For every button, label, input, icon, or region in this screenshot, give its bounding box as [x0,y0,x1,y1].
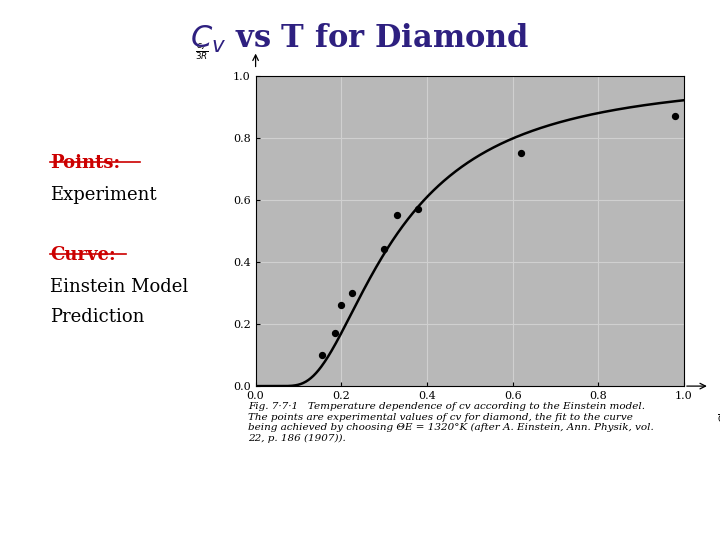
Point [379,245,390,254]
Text: Prediction: Prediction [50,308,145,326]
Point [346,289,358,298]
Point [413,205,424,213]
Point [316,351,328,360]
Text: $\frac{c_v}{3R}$: $\frac{c_v}{3R}$ [195,42,208,62]
Point [391,211,402,220]
Point [336,301,347,310]
Point [329,329,341,338]
Text: Fig. 7·7·1   Temperature dependence of cv according to the Einstein model.
The p: Fig. 7·7·1 Temperature dependence of cv … [248,402,654,443]
Point [516,149,527,158]
Text: Curve:: Curve: [50,246,116,264]
Text: Experiment: Experiment [50,186,157,204]
Text: Einstein Model: Einstein Model [50,278,189,296]
Text: $\frac{T}{\Theta_E}$: $\frac{T}{\Theta_E}$ [717,404,720,428]
Point [670,112,681,120]
Text: Points:: Points: [50,154,120,172]
Text: $C_v$ vs T for Diamond: $C_v$ vs T for Diamond [190,22,530,55]
